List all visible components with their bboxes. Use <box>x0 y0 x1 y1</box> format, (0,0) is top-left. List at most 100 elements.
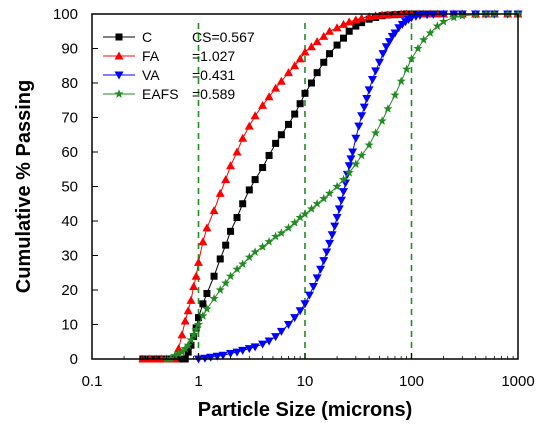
legend-item-va: VA =0.431 <box>103 67 235 83</box>
data-point <box>340 34 348 42</box>
legend-marker <box>114 51 124 60</box>
data-point <box>319 257 329 266</box>
data-point <box>432 21 442 30</box>
y-tick-label: 80 <box>61 75 78 92</box>
series-va <box>194 10 523 364</box>
data-point <box>264 236 274 246</box>
data-point <box>186 335 196 344</box>
legend-item-c: C CS=0.567 <box>103 29 255 45</box>
legend-marker <box>114 89 124 98</box>
data-point <box>174 349 184 358</box>
data-point <box>202 304 212 313</box>
data-point <box>180 343 190 353</box>
data-point <box>191 324 201 334</box>
x-tick-label: 100 <box>399 373 424 390</box>
data-point <box>351 159 361 168</box>
data-point <box>344 17 354 26</box>
data-point <box>348 148 358 157</box>
data-point <box>272 139 280 147</box>
legend-marker <box>115 33 123 41</box>
data-point <box>284 68 294 77</box>
data-point <box>222 241 230 249</box>
data-point <box>189 282 199 291</box>
data-point <box>186 295 196 304</box>
data-point <box>183 306 193 315</box>
data-point <box>221 278 231 287</box>
data-point <box>170 350 180 360</box>
data-point <box>238 346 248 355</box>
data-point <box>210 272 218 280</box>
data-point <box>291 110 299 118</box>
data-point <box>396 76 406 86</box>
legend-series-name: EAFS <box>142 86 179 102</box>
data-point <box>295 307 305 316</box>
data-point <box>232 348 242 357</box>
legend: C CS=0.567 FA =1.027 VA =0.431 EAFS =0.589 <box>103 29 255 102</box>
data-point <box>333 41 341 49</box>
data-point <box>245 186 253 194</box>
data-point <box>187 341 195 349</box>
data-point <box>304 291 314 300</box>
legend-cs-value: =0.589 <box>192 86 235 102</box>
data-point <box>367 76 377 85</box>
data-point <box>438 16 449 26</box>
data-point <box>174 344 184 353</box>
data-point <box>362 95 372 104</box>
x-tick-label: 0.1 <box>82 373 103 390</box>
data-point <box>381 43 391 52</box>
data-point <box>357 13 367 22</box>
data-point <box>194 257 203 266</box>
data-point <box>319 193 329 203</box>
data-point <box>239 200 247 208</box>
data-point <box>198 311 208 320</box>
data-point <box>284 321 294 329</box>
legend-cs-value: =0.431 <box>192 67 235 83</box>
data-point <box>406 54 417 63</box>
data-point <box>209 293 219 303</box>
y-tick-label: 0 <box>70 351 78 368</box>
data-point <box>290 217 300 227</box>
data-point <box>352 22 360 30</box>
data-point <box>238 259 248 269</box>
x-tick-label: 1 <box>194 373 202 390</box>
data-point <box>198 237 208 246</box>
data-point <box>390 90 400 99</box>
data-point <box>316 265 326 274</box>
legend-item-fa: FA =1.027 <box>103 48 235 64</box>
data-point <box>259 164 267 172</box>
data-point <box>364 86 374 95</box>
data-point <box>345 27 353 35</box>
data-point <box>322 248 332 257</box>
data-point <box>371 128 381 137</box>
data-point <box>195 314 202 322</box>
data-point <box>339 19 349 28</box>
data-point <box>184 348 192 356</box>
data-point <box>221 175 231 184</box>
data-point <box>384 38 394 47</box>
legend-cs-value: =1.027 <box>192 48 235 64</box>
data-point <box>285 120 293 128</box>
data-point <box>457 10 467 20</box>
data-point <box>358 19 366 27</box>
data-point <box>226 349 236 358</box>
data-point <box>354 122 364 131</box>
data-point <box>324 188 335 198</box>
data-point <box>364 12 374 21</box>
y-tick-label: 20 <box>61 282 78 299</box>
data-point <box>306 42 316 51</box>
data-point <box>244 252 254 262</box>
data-point <box>357 112 367 121</box>
data-point <box>191 271 201 280</box>
data-point <box>449 12 459 22</box>
data-point <box>203 289 211 297</box>
data-point <box>206 353 216 362</box>
y-tick-label: 100 <box>53 6 78 23</box>
data-point <box>177 330 187 339</box>
data-point <box>320 58 328 66</box>
data-point <box>332 214 342 223</box>
data-point <box>325 239 335 248</box>
data-point <box>209 206 219 215</box>
data-point <box>199 300 207 308</box>
legend-cs-value: CS=0.567 <box>192 29 255 45</box>
data-point <box>359 103 369 112</box>
